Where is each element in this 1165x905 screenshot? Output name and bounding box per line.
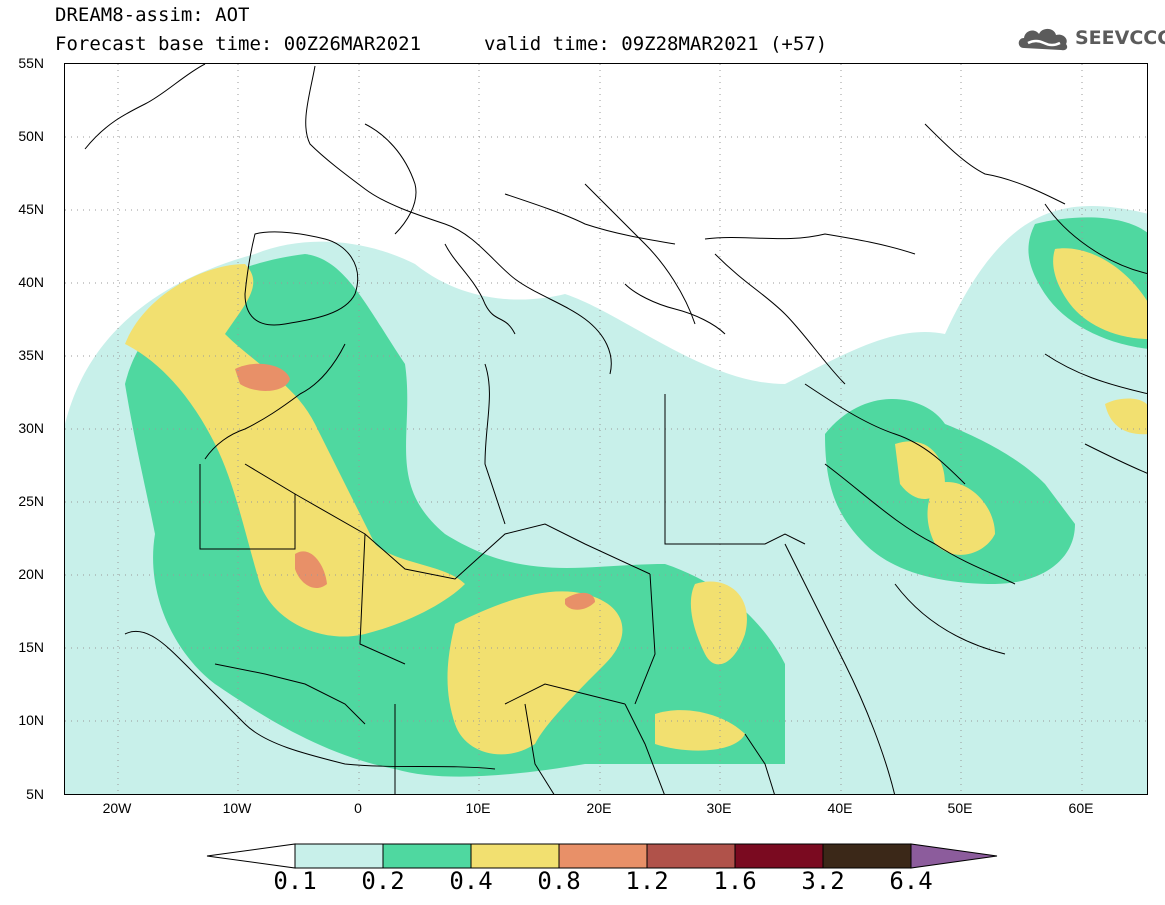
lon-gridlines [117, 64, 1083, 794]
aot-shading [65, 206, 1147, 794]
colorbar-label: 0.8 [537, 867, 581, 895]
lat-label: 55N [18, 55, 44, 71]
colorbar-segment [822, 843, 912, 869]
lat-label: 10N [18, 712, 44, 728]
lon-label: 0 [354, 800, 362, 816]
colorbar-label: 0.1 [273, 867, 317, 895]
colorbar-segment [558, 843, 648, 869]
colorbar-label: 6.4 [889, 867, 933, 895]
lat-label: 25N [18, 493, 44, 509]
aot-contour-0.4-nile [655, 710, 745, 751]
colorbar-label: 1.6 [713, 867, 757, 895]
colorbar-segment [734, 843, 824, 869]
lon-label: 10W [222, 800, 252, 816]
colorbar-label: 3.2 [801, 867, 845, 895]
aot-forecast-map [64, 63, 1148, 795]
aot-contour-0.8-mali [295, 551, 327, 589]
colorbar-label: 0.2 [361, 867, 405, 895]
colorbar-label: 0.4 [449, 867, 493, 895]
lat-label: 15N [18, 639, 44, 655]
colorbar-segment [646, 843, 736, 869]
lat-label: 50N [18, 128, 44, 144]
logo-text: SEEVCCC [1075, 27, 1165, 49]
lon-label: 60E [1068, 800, 1094, 816]
lon-label: 50E [947, 800, 973, 816]
lat-label: 30N [18, 420, 44, 436]
valid-time: valid time: 09Z28MAR2021 (+57) [484, 33, 828, 55]
map-title: DREAM8-assim: AOT [55, 4, 250, 26]
country-borders [84, 64, 1147, 794]
colorbar-label: 1.2 [625, 867, 669, 895]
lon-label: 20E [586, 800, 612, 816]
lon-label: 20W [102, 800, 132, 816]
aot-contour-0.8-morocco [235, 363, 290, 391]
lon-label: 10E [465, 800, 491, 816]
lat-label: 45N [18, 201, 44, 217]
lon-label: 40E [827, 800, 853, 816]
colorbar [206, 843, 998, 869]
aot-contour-0.4-sahel [447, 591, 623, 755]
colorbar-segment [470, 843, 560, 869]
seevccc-logo: SEEVCCC [1016, 24, 1165, 52]
aot-contour-0.8-chad [565, 592, 595, 610]
forecast-base-time: Forecast base time: 00Z26MAR2021 [55, 33, 422, 55]
lat-label: 20N [18, 566, 44, 582]
aot-contour-0.4-iran [1105, 398, 1147, 435]
colorbar-segment [294, 843, 384, 869]
colorbar-lower-triangle [206, 843, 296, 869]
aot-contour-0.4-caspian [1053, 248, 1147, 339]
lat-label: 5N [26, 786, 44, 802]
aot-contour-0.4-west [125, 264, 465, 637]
colorbar-upper-triangle [910, 843, 998, 869]
lat-label: 35N [18, 347, 44, 363]
lat-label: 40N [18, 274, 44, 290]
cloud-icon [1018, 28, 1068, 51]
aot-contour-0.4-sudan [690, 581, 747, 665]
aot-contour-0.2-west [125, 254, 785, 777]
lon-label: 30E [706, 800, 732, 816]
aot-contour-0.4-arabia [895, 441, 995, 555]
colorbar-segment [382, 843, 472, 869]
